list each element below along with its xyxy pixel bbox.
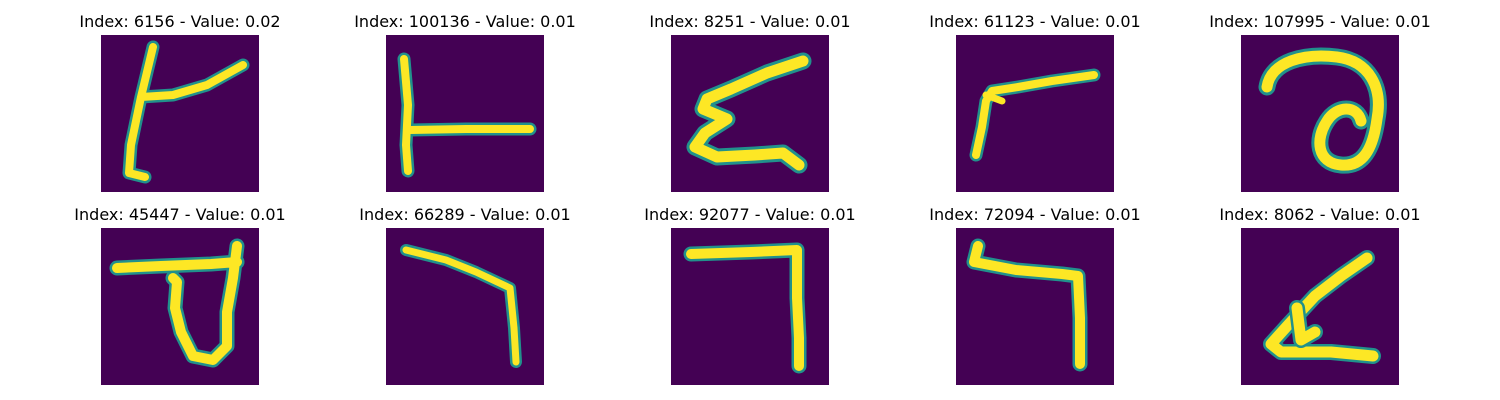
- panel-title: Index: 8251 - Value: 0.01: [649, 12, 851, 31]
- digit-image: [671, 228, 829, 385]
- digit-image: [386, 35, 544, 192]
- panel-title: Index: 100136 - Value: 0.01: [354, 12, 576, 31]
- panel-title: Index: 8062 - Value: 0.01: [1219, 205, 1421, 224]
- panel: Index: 8251 - Value: 0.01: [605, 12, 895, 202]
- panel: Index: 72094 - Value: 0.01: [890, 205, 1180, 395]
- digit-image: [671, 35, 829, 192]
- digit-image: [956, 35, 1114, 192]
- panel: Index: 107995 - Value: 0.01: [1175, 12, 1465, 202]
- digit-image: [386, 228, 544, 385]
- digit-image: [956, 228, 1114, 385]
- panel-title: Index: 92077 - Value: 0.01: [644, 205, 856, 224]
- panel-title: Index: 107995 - Value: 0.01: [1209, 12, 1431, 31]
- panel-title: Index: 45447 - Value: 0.01: [74, 205, 286, 224]
- panel-title: Index: 66289 - Value: 0.01: [359, 205, 571, 224]
- digit-image: [101, 35, 259, 192]
- panel: Index: 92077 - Value: 0.01: [605, 205, 895, 395]
- panel: Index: 100136 - Value: 0.01: [320, 12, 610, 202]
- panel-title: Index: 6156 - Value: 0.02: [79, 12, 281, 31]
- panel: Index: 8062 - Value: 0.01: [1175, 205, 1465, 395]
- digit-image: [1241, 35, 1399, 192]
- panel: Index: 61123 - Value: 0.01: [890, 12, 1180, 202]
- digit-image: [1241, 228, 1399, 385]
- panel: Index: 6156 - Value: 0.02: [35, 12, 325, 202]
- panel: Index: 45447 - Value: 0.01: [35, 205, 325, 395]
- panel-title: Index: 72094 - Value: 0.01: [929, 205, 1141, 224]
- panel: Index: 66289 - Value: 0.01: [320, 205, 610, 395]
- digit-image: [101, 228, 259, 385]
- panel-title: Index: 61123 - Value: 0.01: [929, 12, 1141, 31]
